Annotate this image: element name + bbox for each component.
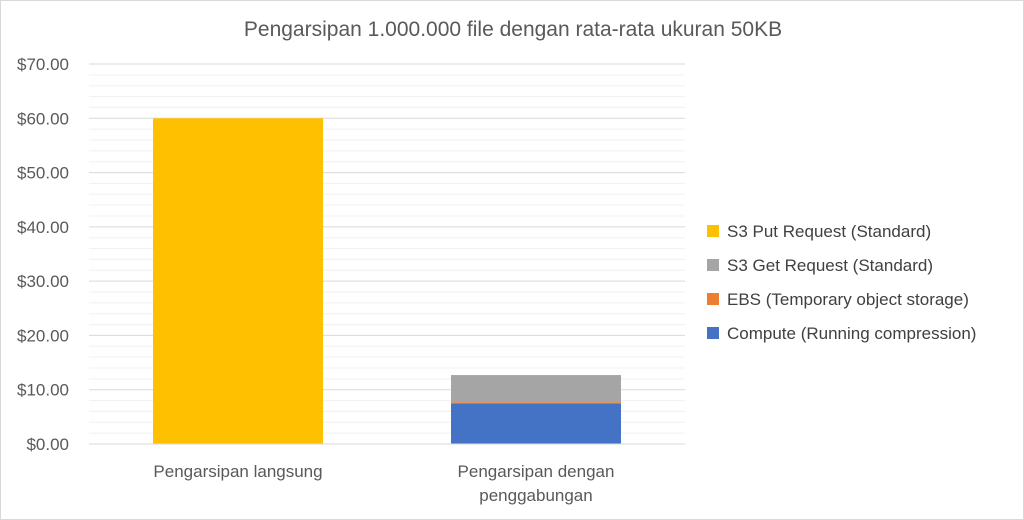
- y-tick-label: $50.00: [17, 164, 69, 183]
- x-category-label: Pengarsipan langsung: [153, 462, 322, 481]
- legend-swatch: [707, 259, 719, 271]
- y-tick-label: $20.00: [17, 326, 69, 345]
- y-tick-label: $40.00: [17, 218, 69, 237]
- bar-segment: [153, 118, 323, 445]
- x-axis-category-labels: Pengarsipan langsung Pengarsipan dengan pe…: [153, 462, 614, 505]
- y-axis-tick-labels: $0.00 $10.00 $20.00 $30.00 $40.00 $50.00 $60.0…: [17, 55, 69, 454]
- y-tick-label: $60.00: [17, 109, 69, 128]
- bar-segment: [451, 403, 621, 444]
- legend-label: S3 Get Request (Standard): [727, 256, 933, 275]
- legend-swatch: [707, 225, 719, 237]
- legend: S3 Put Request (Standard) S3 Get Request …: [707, 222, 976, 343]
- bars: [153, 118, 621, 445]
- legend-swatch: [707, 327, 719, 339]
- bar-segment: [451, 375, 621, 403]
- legend-label: EBS (Temporary object storage): [727, 290, 969, 309]
- y-tick-label: $10.00: [17, 381, 69, 400]
- y-tick-label: $0.00: [26, 435, 69, 454]
- y-tick-label: $70.00: [17, 55, 69, 74]
- y-tick-label: $30.00: [17, 272, 69, 291]
- x-category-label: Pengarsipan dengan penggabungan: [458, 462, 615, 505]
- bar-segment: [451, 402, 621, 404]
- legend-label: Compute (Running compression): [727, 324, 976, 343]
- legend-swatch: [707, 293, 719, 305]
- chart-title: Pengarsipan 1.000.000 file dengan rata-r…: [244, 18, 782, 41]
- legend-label: S3 Put Request (Standard): [727, 222, 931, 241]
